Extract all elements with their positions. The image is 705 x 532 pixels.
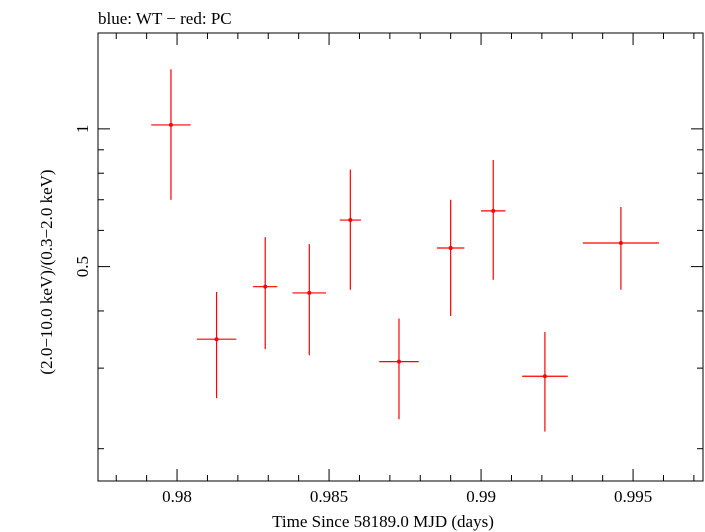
data-marker [214,337,219,342]
data-marker [263,284,268,289]
data-marker [307,290,312,295]
y-axis-label: (2.0−10.0 keV)/(0.3−2.0 keV) [37,169,56,374]
data-marker [396,359,401,364]
x-tick-label: 0.985 [310,487,348,506]
data-marker [168,122,173,127]
y-axis-ticks: 0.51 [73,125,703,450]
x-tick-label: 0.99 [466,487,496,506]
x-tick-label: 0.995 [614,487,652,506]
y-tick-label: 1 [73,125,92,134]
data-point [436,199,465,316]
data-marker [618,241,623,246]
data-point [292,244,327,356]
data-marker [448,246,453,251]
data-point [582,206,659,290]
x-tick-label: 0.98 [162,487,192,506]
data-point [379,318,419,420]
data-point [151,69,191,200]
x-axis-label: Time Since 58189.0 MJD (days) [272,512,494,531]
x-axis-ticks: 0.98 0.985 0.99 0.995 [115,33,695,506]
chart-title: blue: WT − red: PC [98,9,232,28]
y-tick-label: 0.5 [73,256,92,277]
plot-frame [97,32,704,482]
data-point [481,160,506,280]
data-marker [348,218,353,223]
data-point [253,237,278,350]
data-point [522,331,568,432]
data-points [151,69,659,432]
data-marker [491,208,496,213]
data-marker [542,374,547,379]
data-point [339,169,361,290]
data-point [196,292,237,399]
